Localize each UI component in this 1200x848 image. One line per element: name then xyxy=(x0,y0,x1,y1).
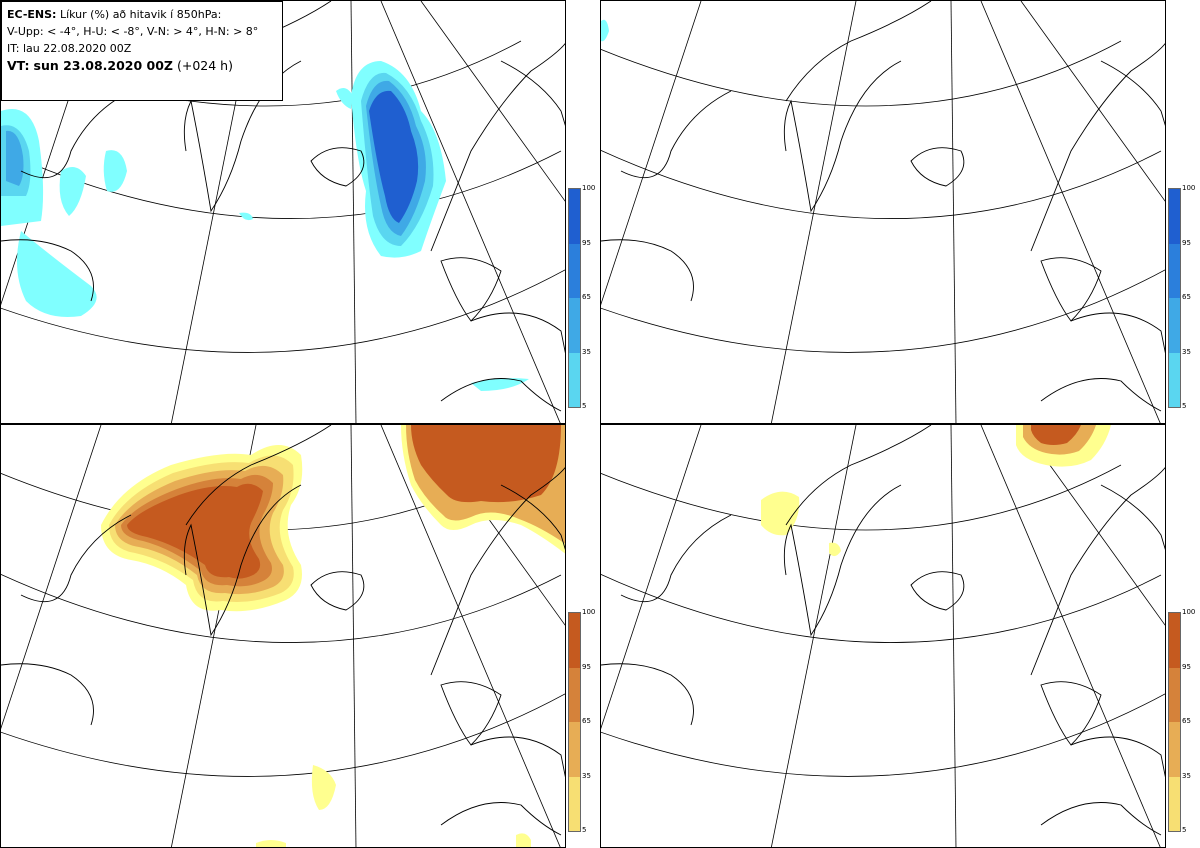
colorbar-band xyxy=(569,613,580,668)
colorbar-tick-label: 5 xyxy=(1182,402,1187,410)
probability-field xyxy=(601,19,609,42)
colorbar-tick-label: 100 xyxy=(1182,184,1196,192)
colorbar-band xyxy=(1169,667,1180,722)
vt-label: VT: xyxy=(7,58,30,73)
graticule xyxy=(601,1,1165,423)
coastlines xyxy=(601,1,1165,412)
colorbar xyxy=(1168,612,1181,832)
colorbar-band xyxy=(1169,352,1180,407)
coastlines xyxy=(601,425,1165,836)
colorbar-band xyxy=(569,298,580,353)
colorbar-tick-label: 35 xyxy=(1182,771,1191,780)
colorbar-tick-label: 5 xyxy=(582,402,587,410)
colorbar-band xyxy=(1169,613,1180,668)
colorbar-tick-label: 95 xyxy=(582,662,591,671)
info-thresholds: V-Upp: < -4°, H-U: < -8°, V-N: > 4°, H-N… xyxy=(7,25,259,38)
colorbar xyxy=(1168,188,1181,408)
colorbar-tick-label: 95 xyxy=(1182,662,1191,671)
colorbar-blue-top-right: 100 95 65 35 5 xyxy=(1168,184,1200,410)
info-valid-time-line: VT: sun 23.08.2020 00Z (+024 h) xyxy=(7,57,277,74)
colorbar-tick-label: 65 xyxy=(582,717,591,725)
colorbar-band xyxy=(569,722,580,777)
graticule xyxy=(601,425,1165,847)
colorbar-tick-label: 35 xyxy=(582,347,591,356)
colorbar xyxy=(568,612,581,832)
colorbar-band xyxy=(1169,298,1180,353)
info-box: EC-ENS: Líkur (%) að hitavik í 850hPa: V… xyxy=(1,1,283,101)
colorbar-tick-label: 65 xyxy=(1182,293,1191,301)
model-name: EC-ENS: xyxy=(7,8,57,21)
colorbar-tick-label: 95 xyxy=(582,238,591,247)
map-canvas xyxy=(601,1,1165,423)
colorbar-band xyxy=(1169,189,1180,244)
colorbar-band xyxy=(1169,722,1180,777)
probability-field xyxy=(101,425,565,847)
colorbar-tick-label: 5 xyxy=(1182,826,1187,834)
coastlines xyxy=(1,425,565,836)
colorbar-tick-label: 35 xyxy=(1182,347,1191,356)
map-canvas xyxy=(1,425,565,847)
colorbar-band xyxy=(569,352,580,407)
colorbar-tick-label: 100 xyxy=(582,184,596,192)
colorbar-tick-label: 65 xyxy=(1182,717,1191,725)
info-title: Líkur (%) að hitavik í 850hPa: xyxy=(59,8,222,21)
map-panel-warm-8 xyxy=(600,424,1166,848)
colorbar-tick-label: 5 xyxy=(582,826,587,834)
probability-field xyxy=(1,61,529,391)
colorbar-orange-bottom-right: 100 95 65 35 5 xyxy=(1168,608,1200,834)
colorbar-orange-bottom-left: 100 95 65 35 5 xyxy=(568,608,602,834)
colorbar-tick-label: 100 xyxy=(582,608,596,616)
probability-field xyxy=(761,425,1111,557)
colorbar-band xyxy=(1169,243,1180,298)
colorbar-tick-label: 95 xyxy=(1182,238,1191,247)
colorbar-blue-top-left: 100 95 65 35 5 xyxy=(568,184,602,410)
lead-time: (+024 h) xyxy=(176,58,233,73)
vt-value: sun 23.08.2020 00Z xyxy=(33,58,173,73)
colorbar-tick-label: 35 xyxy=(582,771,591,780)
map-panel-cold-8 xyxy=(600,0,1166,424)
map-canvas xyxy=(601,425,1165,847)
colorbar-band xyxy=(569,189,580,244)
colorbar-band xyxy=(569,667,580,722)
map-panel-warm-4 xyxy=(0,424,566,848)
map-canvas xyxy=(1,1,565,423)
info-title-line: EC-ENS: Líkur (%) að hitavik í 850hPa: xyxy=(7,6,277,23)
colorbar-tick-label: 65 xyxy=(582,293,591,301)
colorbar xyxy=(568,188,581,408)
info-initial-time: IT: lau 22.08.2020 00Z xyxy=(7,42,132,55)
colorbar-tick-label: 100 xyxy=(1182,608,1196,616)
colorbar-band xyxy=(569,776,580,831)
colorbar-band xyxy=(1169,776,1180,831)
map-panel-cold-4: EC-ENS: Líkur (%) að hitavik í 850hPa: V… xyxy=(0,0,566,424)
colorbar-band xyxy=(569,243,580,298)
